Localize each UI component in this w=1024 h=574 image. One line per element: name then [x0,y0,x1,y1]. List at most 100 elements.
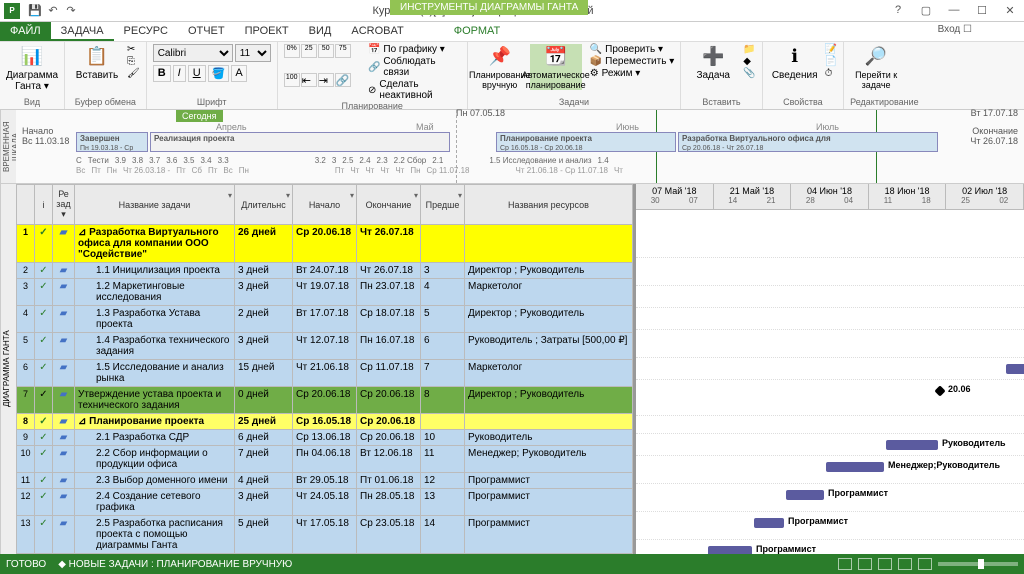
table-row[interactable]: 9✓▰2.1 Разработка СДР6 днейСр 13.06.18Ср… [17,430,633,446]
cell-name[interactable]: 1.1 Иницилизация проекта [75,263,235,279]
row-mode-icon[interactable]: ▰ [53,489,75,516]
cell-resources[interactable]: Руководитель ; Затраты [500,00 ₽] [465,333,633,360]
minimize-icon[interactable]: — [944,4,964,17]
cell-resources[interactable]: Дизайнер; Руководитель [465,554,633,555]
font-size-select[interactable]: 11 [235,44,271,62]
col-mode[interactable]: Ре зад ▾ [53,185,75,225]
row-number[interactable]: 3 [17,279,35,306]
cell-name[interactable]: Утверждение дизайна Виртуального офиса [75,554,235,555]
table-row[interactable]: 13✓▰2.5 Разработка расписания проекта с … [17,516,633,554]
row-number[interactable]: 7 [17,387,35,414]
cell-finish[interactable]: Пн 16.07.18 [357,333,421,360]
row-mode-icon[interactable]: ▰ [53,387,75,414]
table-row[interactable]: 8✓▰⊿ Планирование проекта25 днейСр 16.05… [17,414,633,430]
cell-pred[interactable]: 6 [421,333,465,360]
cell-name[interactable]: 1.3 Разработка Устава проекта [75,306,235,333]
row-number[interactable]: 13 [17,516,35,554]
underline-button[interactable]: U [188,65,206,82]
row-mode-icon[interactable]: ▰ [53,554,75,555]
cell-duration[interactable]: 3 дней [235,279,293,306]
milestone-button[interactable]: ◆ [743,56,755,67]
cell-start[interactable]: Чт 21.06.18 [293,360,357,387]
cell-resources[interactable] [465,225,633,263]
row-number[interactable]: 4 [17,306,35,333]
gantt-bar[interactable] [1006,364,1024,374]
row-mode-icon[interactable]: ▰ [53,446,75,473]
table-row[interactable]: 10✓▰2.2 Сбор информации о продукции офис… [17,446,633,473]
col-name[interactable]: Название задачи▾ [75,185,235,225]
inspect-button[interactable]: 🔍 Проверить ▾ [590,44,675,55]
italic-button[interactable]: I [173,65,186,82]
cell-finish[interactable]: Ср 20.06.18 [357,387,421,414]
gantt-chart[interactable]: 07 Май '183007 21 Май '181421 04 Июн '18… [636,184,1024,554]
cell-finish[interactable]: Ср 20.06.18 [357,414,421,430]
col-indicator[interactable]: i [35,185,53,225]
scroll-to-task-button[interactable]: 🔎 Перейти к задаче [850,44,902,90]
cell-name[interactable]: 1.2 Маркетинговые исследования [75,279,235,306]
respect-links-button[interactable]: 🔗 Соблюдать связи [368,56,461,78]
gantt-bar[interactable] [886,440,938,450]
cell-name[interactable]: 2.5 Разработка расписания проекта с помо… [75,516,235,554]
cell-name[interactable]: 2.2 Сбор информации о продукции офиса [75,446,235,473]
gantt-row[interactable]: Мар [636,358,1024,380]
format-painter-button[interactable]: 🖌 [127,68,140,79]
indent-button[interactable]: ⇥ [318,73,334,87]
gantt-row[interactable] [636,330,1024,358]
cell-pred[interactable]: 8 [421,387,465,414]
row-number[interactable]: 6 [17,360,35,387]
cell-name[interactable]: 2.4 Создание сетевого графика [75,489,235,516]
task-button[interactable]: ➕ Задача [687,44,739,81]
cell-resources[interactable] [465,414,633,430]
cell-duration[interactable]: 6 дней [235,430,293,446]
cell-start[interactable]: Вт 29.05.18 [293,473,357,489]
cell-resources[interactable]: Директор ; Руководитель [465,387,633,414]
cell-duration[interactable]: 3 дней [235,489,293,516]
deliverable-button[interactable]: 📎 [743,68,755,79]
row-number[interactable]: 1 [17,225,35,263]
cell-duration[interactable]: 0 дней [235,554,293,555]
gantt-bar[interactable] [708,546,752,554]
cell-start[interactable]: Ср 20.06.18 [293,225,357,263]
cell-pred[interactable]: 13 [421,489,465,516]
help-icon[interactable]: ? [888,4,908,17]
table-row[interactable]: 5✓▰1.4 Разработка технического задания3 … [17,333,633,360]
cell-duration[interactable]: 26 дней [235,225,293,263]
cell-duration[interactable]: 4 дней [235,473,293,489]
cell-pred[interactable]: 4 [421,279,465,306]
tab-report[interactable]: ОТЧЕТ [178,22,235,41]
cell-pred[interactable]: 12 [421,473,465,489]
cell-finish[interactable]: Вт 12.06.18 [357,446,421,473]
view-usage-icon[interactable] [858,558,872,570]
tab-task[interactable]: ЗАДАЧА [51,22,114,41]
cell-pred[interactable]: 14 [421,516,465,554]
status-newtasks[interactable]: ◆ НОВЫЕ ЗАДАЧИ : ПЛАНИРОВАНИЕ ВРУЧНУЮ [58,559,292,570]
cell-finish[interactable]: Пт 01.06.18 [357,473,421,489]
cell-finish[interactable]: Ср 23.05.18 [357,516,421,554]
cell-finish[interactable]: Ср 11.07.18 [357,360,421,387]
cell-pred[interactable]: 10 [421,430,465,446]
notes-button[interactable]: 📝 [825,44,837,55]
paste-button[interactable]: 📋 Вставить [71,44,123,81]
gantt-row[interactable] [636,416,1024,434]
cell-pred[interactable]: 15 [421,554,465,555]
save-icon[interactable]: 💾 [28,4,42,18]
tab-acrobat[interactable]: ACROBAT [341,22,413,41]
pct-0-button[interactable]: 0% [284,44,300,58]
cell-start[interactable]: Ср 16.05.18 [293,414,357,430]
row-mode-icon[interactable]: ▰ [53,279,75,306]
row-mode-icon[interactable]: ▰ [53,263,75,279]
gantt-row[interactable]: Программист [636,484,1024,512]
gantt-row[interactable]: Программист [636,512,1024,540]
cell-resources[interactable]: Директор ; Руководитель [465,263,633,279]
details-button[interactable]: 📄 [825,56,837,67]
cut-button[interactable]: ✂ [127,44,140,55]
summary-button[interactable]: 📁 [743,44,755,55]
table-row[interactable]: 11✓▰2.3 Выбор доменного имени4 днейВт 29… [17,473,633,489]
cell-resources[interactable]: Маркетолог [465,360,633,387]
cell-start[interactable]: Вт 24.07.18 [293,263,357,279]
table-row[interactable]: 3✓▰1.2 Маркетинговые исследования3 днейЧ… [17,279,633,306]
cell-finish[interactable]: Ср 16.05.18 [357,554,421,555]
col-finish[interactable]: Окончание▾ [357,185,421,225]
gantt-row[interactable] [636,286,1024,308]
gantt-bar[interactable] [786,490,824,500]
